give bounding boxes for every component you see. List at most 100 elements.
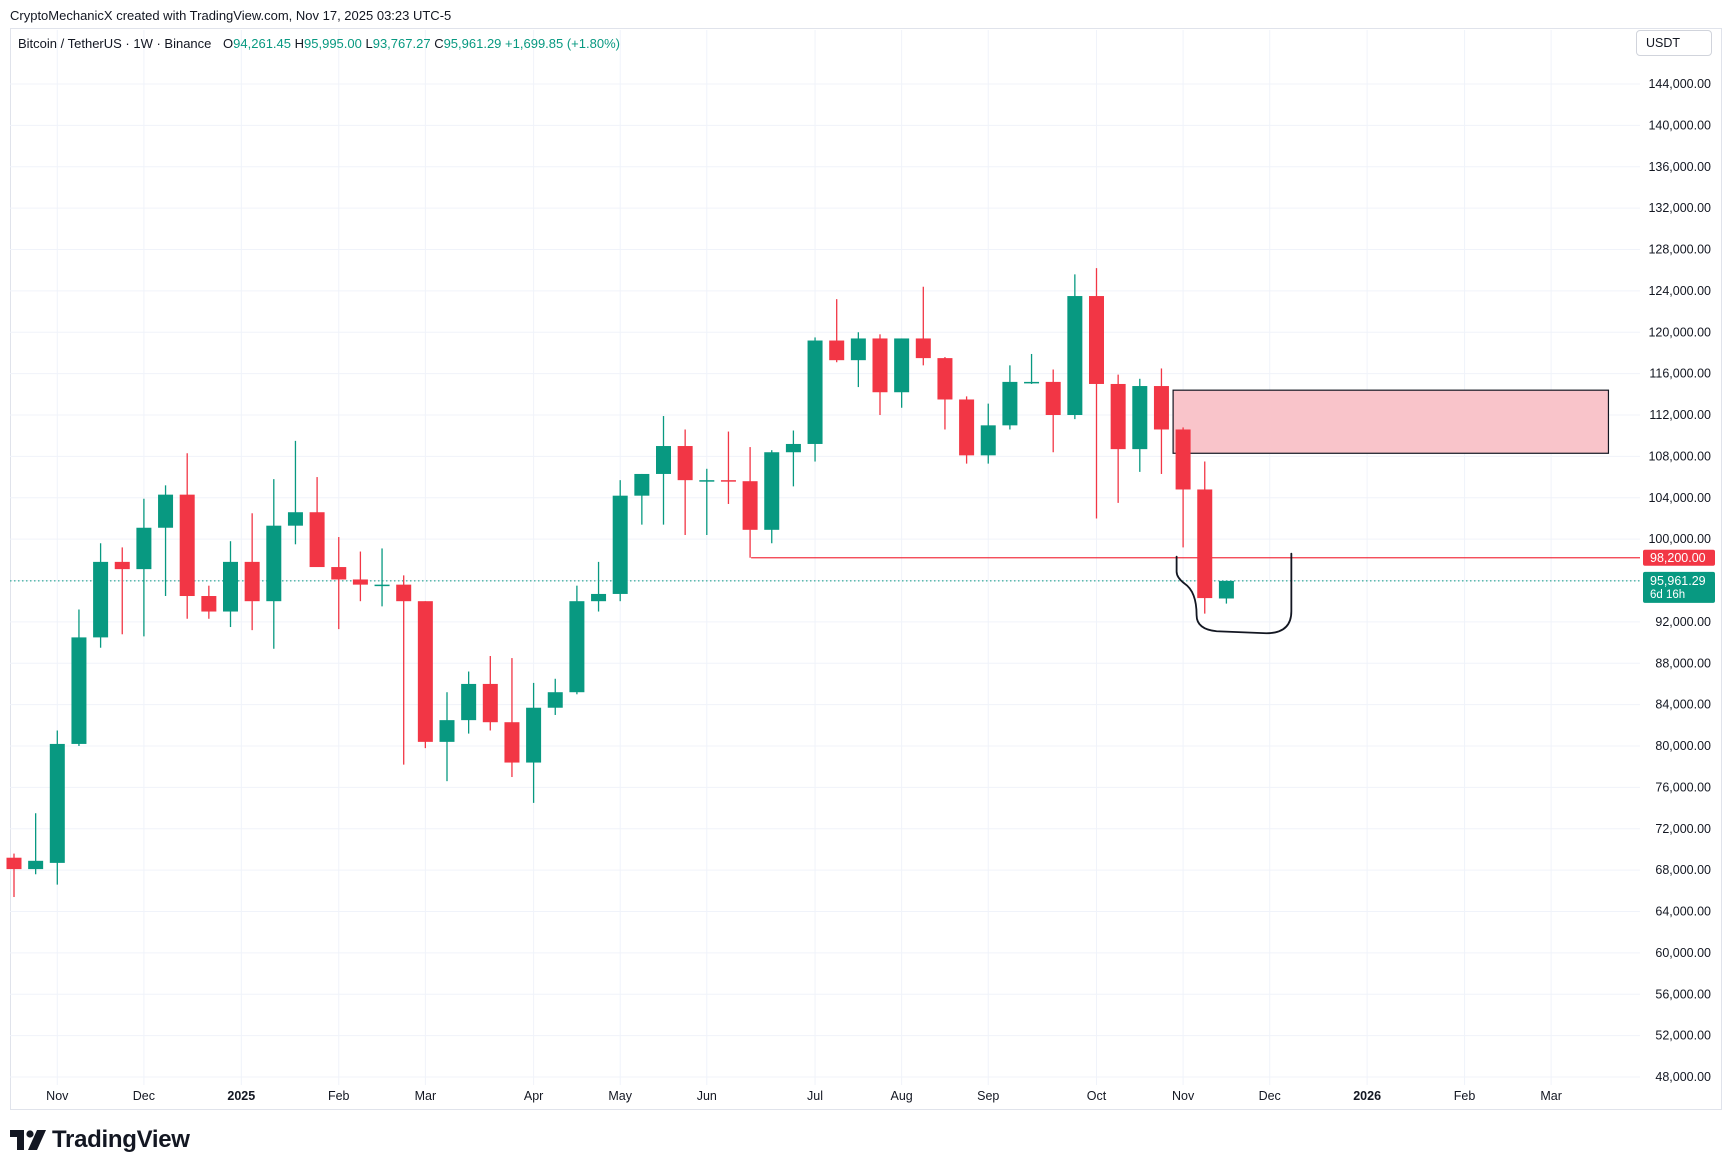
chart-credit: CryptoMechanicX created with TradingView… xyxy=(10,8,452,23)
candle-body xyxy=(482,683,498,723)
high-label: H xyxy=(294,36,305,51)
chart-frame xyxy=(10,28,1722,1110)
x-tick-label: Apr xyxy=(524,1089,543,1103)
candle-body xyxy=(807,340,823,444)
candle-body xyxy=(699,480,715,482)
y-tick-label: 124,000.00 xyxy=(1648,284,1711,298)
y-tick-label: 68,000.00 xyxy=(1655,863,1711,877)
close-value: 95,961.29 xyxy=(443,36,502,51)
candle-body xyxy=(28,860,44,870)
x-tick-label: 2026 xyxy=(1353,1089,1381,1103)
candle-body xyxy=(136,527,152,570)
candle-body xyxy=(331,567,347,580)
y-tick-label: 92,000.00 xyxy=(1655,615,1711,629)
candle-body xyxy=(244,561,260,602)
candle-body xyxy=(352,579,368,585)
tradingview-brand: TradingView xyxy=(52,1126,190,1153)
candle-body xyxy=(1089,296,1104,384)
candle-body xyxy=(785,443,801,453)
high-value: 95,995.00 xyxy=(304,36,362,51)
x-tick-label: 2025 xyxy=(227,1089,255,1103)
candle-body xyxy=(396,584,412,602)
candle-body xyxy=(850,338,866,361)
candle-body xyxy=(720,480,736,482)
x-tick-label: Oct xyxy=(1087,1089,1107,1103)
x-tick-label: Mar xyxy=(1540,1089,1562,1103)
y-tick-label: 60,000.00 xyxy=(1655,946,1711,960)
price-chart[interactable]: 48,000.00 52,000.00 56,000.00 60,000.00 64,0… xyxy=(0,0,1730,1120)
low-label: L xyxy=(365,36,373,51)
y-tick-label: 104,000.00 xyxy=(1648,491,1711,505)
y-tick-label: 128,000.00 xyxy=(1648,243,1711,257)
candle-body xyxy=(461,683,477,721)
candle-body xyxy=(1153,386,1169,430)
x-tick-label: Aug xyxy=(891,1089,913,1103)
open-value: 94,261.45 xyxy=(233,36,291,51)
y-tick-label: 144,000.00 xyxy=(1648,77,1711,91)
symbol-legend: Bitcoin / TetherUS · 1W · Binance O94,26… xyxy=(18,36,620,51)
y-tick-label: 56,000.00 xyxy=(1655,987,1711,1001)
candle-body xyxy=(1218,580,1234,599)
candle-body xyxy=(439,720,455,742)
candle-body xyxy=(959,399,975,456)
currency-button[interactable]: USDT xyxy=(1636,30,1712,56)
tradingview-logo-icon xyxy=(10,1130,46,1150)
x-tick-label: Feb xyxy=(328,1089,350,1103)
candle-body xyxy=(829,340,845,361)
y-tick-label: 112,000.00 xyxy=(1649,408,1711,422)
y-tick-label: 72,000.00 xyxy=(1655,822,1711,836)
x-tick-label: Sep xyxy=(977,1089,999,1103)
y-tick-label: 80,000.00 xyxy=(1655,739,1711,753)
x-tick-label: Nov xyxy=(46,1089,69,1103)
candle-body xyxy=(287,512,303,526)
candle-body xyxy=(612,495,628,594)
y-tick-label: 136,000.00 xyxy=(1648,160,1711,174)
candle-body xyxy=(677,446,693,481)
candle-body xyxy=(1197,489,1213,599)
y-tick-label: 84,000.00 xyxy=(1655,698,1711,712)
resistance-zone xyxy=(1172,389,1610,454)
candle-body xyxy=(1132,386,1148,450)
candle-body xyxy=(223,561,238,612)
candle-body xyxy=(374,584,390,587)
y-tick-label: 120,000.00 xyxy=(1648,325,1711,339)
candle-body xyxy=(1002,381,1018,426)
candle-body xyxy=(6,857,22,870)
x-tick-label: Mar xyxy=(415,1089,437,1103)
y-tick-label: 100,000.00 xyxy=(1648,532,1711,546)
candle-body xyxy=(547,692,563,708)
candle-body xyxy=(179,494,195,597)
y-tick-label: 52,000.00 xyxy=(1655,1029,1711,1043)
y-tick-label: 88,000.00 xyxy=(1655,656,1711,670)
candle-body xyxy=(894,338,910,393)
candle-body xyxy=(504,722,520,763)
candle-body xyxy=(201,596,217,612)
candle-body xyxy=(1175,429,1191,490)
x-tick-label: Feb xyxy=(1454,1089,1476,1103)
candle-body xyxy=(526,707,542,763)
countdown-label: 6d 16h xyxy=(1650,589,1685,601)
candle-body xyxy=(1067,296,1083,415)
candle-body xyxy=(309,512,325,568)
y-tick-label: 76,000.00 xyxy=(1655,780,1711,794)
tradingview-logo[interactable]: TradingView xyxy=(10,1126,190,1154)
candle-body xyxy=(93,561,109,638)
candle-body xyxy=(569,601,585,693)
candle-body xyxy=(1024,381,1040,384)
candle-body xyxy=(266,525,282,602)
candle-body xyxy=(49,743,65,863)
candle-body xyxy=(915,338,931,359)
level-price-badge xyxy=(1643,549,1715,566)
candle-body xyxy=(1110,383,1126,450)
bracket-drawing xyxy=(1175,552,1293,635)
candle-body xyxy=(742,481,758,530)
y-tick-label: 140,000.00 xyxy=(1648,118,1711,132)
candle-body xyxy=(417,601,433,742)
close-label: C xyxy=(434,36,444,51)
y-tick-label: 48,000.00 xyxy=(1655,1070,1711,1084)
candle-body xyxy=(591,593,607,602)
last-price-label: 95,961.29 xyxy=(1650,574,1706,588)
x-tick-label: Jul xyxy=(807,1089,823,1103)
level-price-label: 98,200.00 xyxy=(1650,551,1706,565)
x-tick-label: May xyxy=(608,1089,632,1103)
